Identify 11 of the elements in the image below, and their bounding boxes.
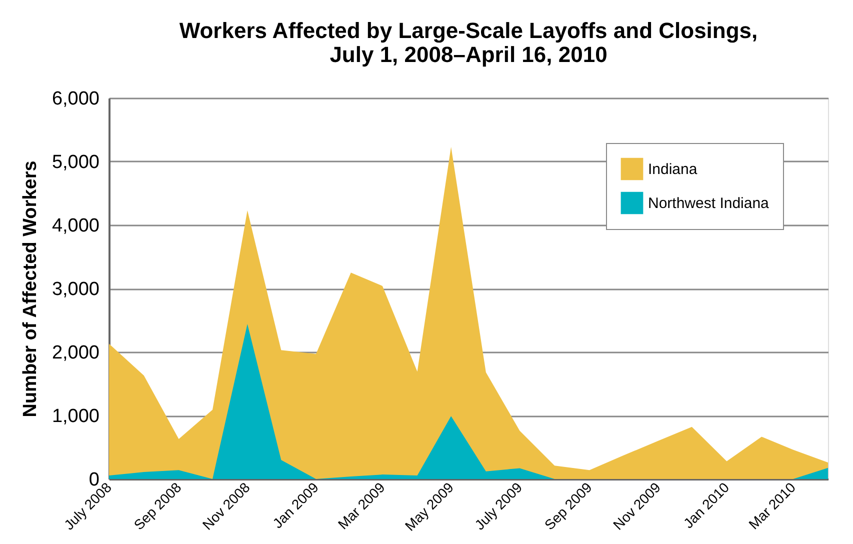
y-tick-label: 6,000 <box>52 88 100 110</box>
y-tick-label: 3,000 <box>52 279 100 300</box>
legend-label: Northwest Indiana <box>648 195 770 212</box>
y-axis-title: Number of Affected Workers <box>20 160 41 418</box>
legend-label: Indiana <box>648 161 698 178</box>
y-tick-label: 1,000 <box>52 406 100 427</box>
y-tick-label: 5,000 <box>52 152 100 173</box>
y-tick-label: 2,000 <box>52 342 100 364</box>
y-tick-label: 4,000 <box>52 216 100 236</box>
text: July 1, 2008–April 16, 2010 <box>330 42 608 67</box>
text: Workers Affected by Large-Scale Layoffs and Closings, <box>179 18 758 43</box>
